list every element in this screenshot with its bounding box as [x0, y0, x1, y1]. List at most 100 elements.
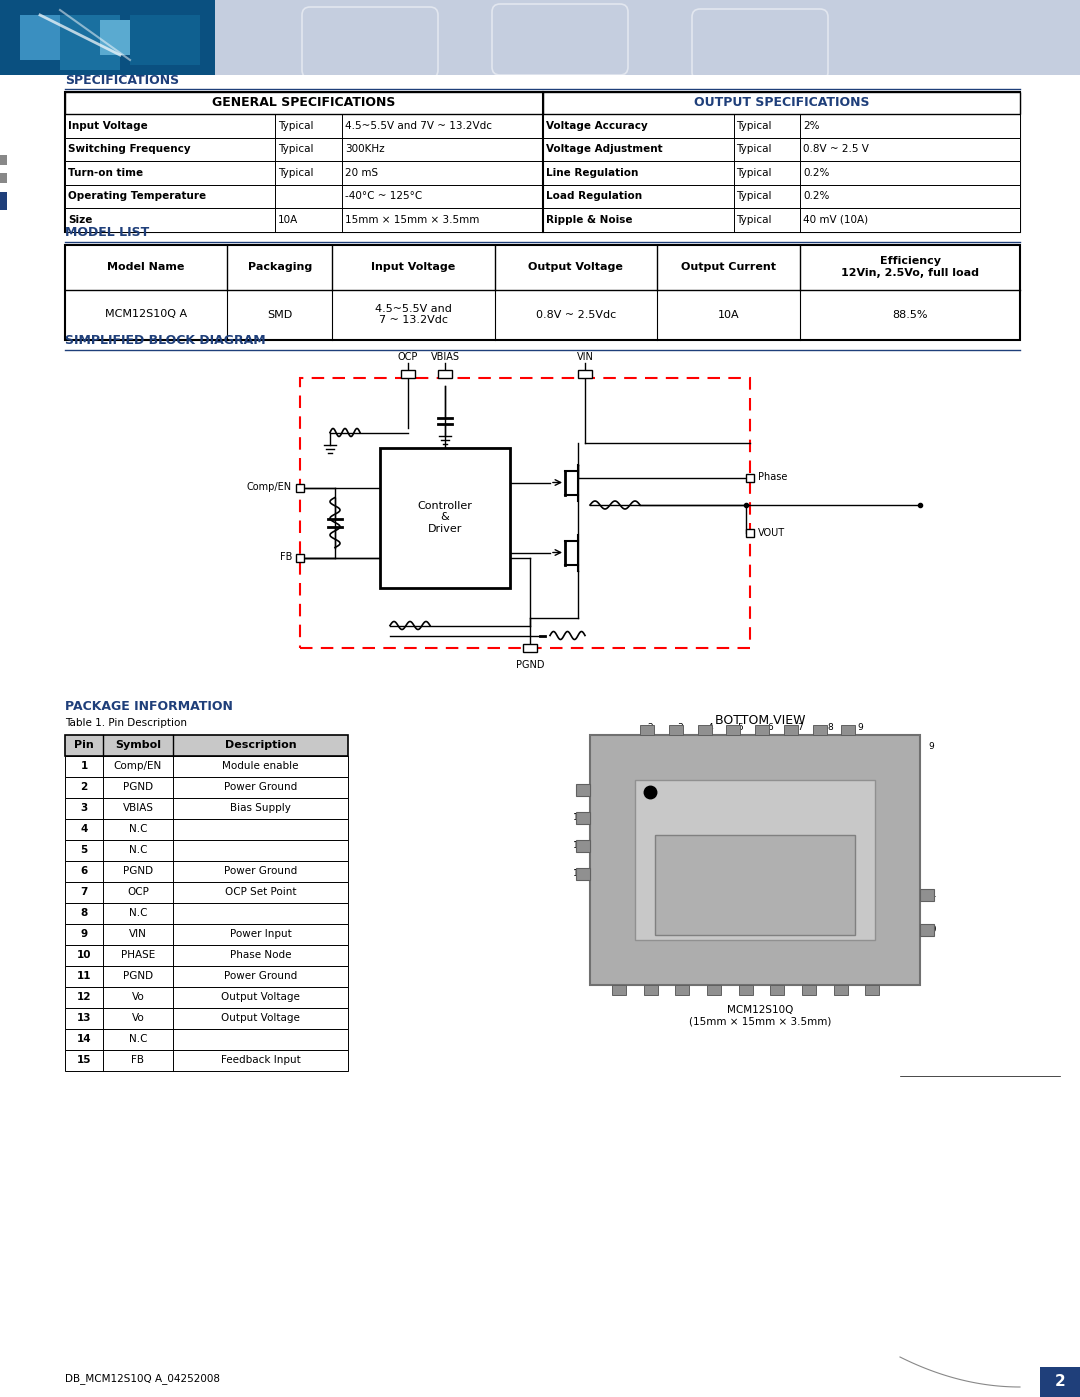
Text: Voltage Adjustment: Voltage Adjustment [545, 144, 662, 154]
Bar [65, 244, 1020, 339]
Text: PGND: PGND [123, 782, 153, 792]
Bar [65, 840, 348, 861]
Text: PGND: PGND [123, 971, 153, 981]
Bar [65, 777, 348, 798]
Bar [130, 15, 200, 66]
Text: 0.2%: 0.2% [804, 191, 829, 201]
Text: Typical: Typical [279, 120, 313, 131]
Bar [576, 840, 590, 852]
Bar [0, 0, 215, 75]
Bar [669, 725, 683, 735]
Bar [523, 644, 537, 651]
Text: DB_MCM12S10Q A_04252008: DB_MCM12S10Q A_04252008 [65, 1373, 220, 1384]
Bar [65, 882, 348, 902]
Bar [784, 725, 798, 735]
Text: Comp/EN: Comp/EN [247, 482, 292, 493]
Text: 6: 6 [767, 722, 773, 732]
Bar [654, 834, 855, 935]
Text: 13: 13 [572, 841, 584, 849]
Text: 300KHz: 300KHz [345, 144, 384, 154]
Bar [542, 92, 1020, 115]
Text: 4: 4 [80, 824, 87, 834]
Bar [841, 725, 855, 735]
Text: -40°C ~ 125°C: -40°C ~ 125°C [345, 191, 422, 201]
Text: Description: Description [225, 740, 296, 750]
Text: Power Ground: Power Ground [224, 971, 297, 981]
Bar [542, 115, 1020, 137]
Text: 9: 9 [80, 929, 87, 939]
Bar [65, 208, 542, 232]
Bar [65, 1007, 348, 1028]
Text: Input Voltage: Input Voltage [68, 120, 148, 131]
Text: 4.5~5.5V and
7 ~ 13.2Vdc: 4.5~5.5V and 7 ~ 13.2Vdc [375, 303, 453, 326]
Bar [0, 173, 6, 183]
Text: 2%: 2% [804, 120, 820, 131]
Text: N.C: N.C [129, 1034, 147, 1044]
Text: 2: 2 [647, 722, 652, 732]
Text: 12: 12 [572, 869, 584, 877]
Bar [542, 137, 1020, 161]
Text: FB: FB [280, 552, 292, 563]
Text: BOTTOM VIEW: BOTTOM VIEW [715, 714, 806, 728]
Text: Typical: Typical [737, 144, 772, 154]
Text: 88.5%: 88.5% [892, 310, 928, 320]
Bar [65, 184, 542, 208]
Text: 11: 11 [926, 890, 937, 900]
Text: 0.2%: 0.2% [804, 168, 829, 177]
Bar [746, 474, 754, 482]
Text: Input Voltage: Input Voltage [372, 263, 456, 272]
Text: Packaging: Packaging [247, 263, 312, 272]
Text: GENERAL SPECIFICATIONS: GENERAL SPECIFICATIONS [212, 96, 395, 109]
Bar [755, 725, 769, 735]
Bar [640, 725, 654, 735]
Text: 10: 10 [77, 950, 91, 960]
Text: VIN: VIN [130, 929, 147, 939]
Text: Output Current: Output Current [681, 263, 777, 272]
Bar [65, 137, 542, 161]
Text: 13: 13 [77, 1013, 91, 1023]
Text: 14: 14 [572, 813, 584, 821]
Text: 40 mV (10A): 40 mV (10A) [804, 215, 868, 225]
Text: 2: 2 [1055, 1375, 1065, 1390]
Bar [1040, 1368, 1080, 1397]
Bar [65, 1028, 348, 1049]
Text: Output Voltage: Output Voltage [221, 1013, 300, 1023]
Text: MCM12S10Q A: MCM12S10Q A [105, 310, 187, 320]
Text: Symbol: Symbol [114, 740, 161, 750]
Bar [576, 868, 590, 880]
Bar [834, 985, 848, 995]
Text: 8: 8 [80, 908, 87, 918]
Bar [920, 923, 934, 936]
Text: Output Voltage: Output Voltage [221, 992, 300, 1002]
Bar [612, 985, 626, 995]
Text: 3: 3 [677, 722, 683, 732]
Text: Line Regulation: Line Regulation [545, 168, 638, 177]
Text: Typical: Typical [737, 215, 772, 225]
Text: OUTPUT SPECIFICATIONS: OUTPUT SPECIFICATIONS [693, 96, 869, 109]
Text: 10A: 10A [718, 310, 740, 320]
Text: Typical: Typical [279, 168, 313, 177]
Bar [65, 1049, 348, 1070]
Text: 7: 7 [80, 887, 87, 897]
Bar [635, 780, 875, 940]
Text: 0.8V ~ 2.5 V: 0.8V ~ 2.5 V [804, 144, 869, 154]
Bar [401, 369, 415, 377]
Text: 4.5~5.5V and 7V ~ 13.2Vdc: 4.5~5.5V and 7V ~ 13.2Vdc [345, 120, 492, 131]
Bar [746, 528, 754, 536]
Text: Comp/EN: Comp/EN [113, 761, 162, 771]
Text: Pin: Pin [75, 740, 94, 750]
Bar [576, 784, 590, 795]
Text: 15: 15 [77, 1055, 91, 1065]
Bar [578, 369, 592, 377]
Bar [300, 377, 750, 647]
Bar [100, 20, 150, 54]
Text: SPECIFICATIONS: SPECIFICATIONS [65, 74, 179, 87]
Text: Power Ground: Power Ground [224, 782, 297, 792]
Text: Table 1. Pin Description: Table 1. Pin Description [65, 718, 187, 728]
Text: Typical: Typical [737, 120, 772, 131]
Text: 11: 11 [77, 971, 91, 981]
Text: N.C: N.C [129, 908, 147, 918]
Text: PGND: PGND [516, 659, 544, 669]
Text: Vo: Vo [132, 992, 145, 1002]
Text: MODEL LIST: MODEL LIST [65, 226, 149, 239]
